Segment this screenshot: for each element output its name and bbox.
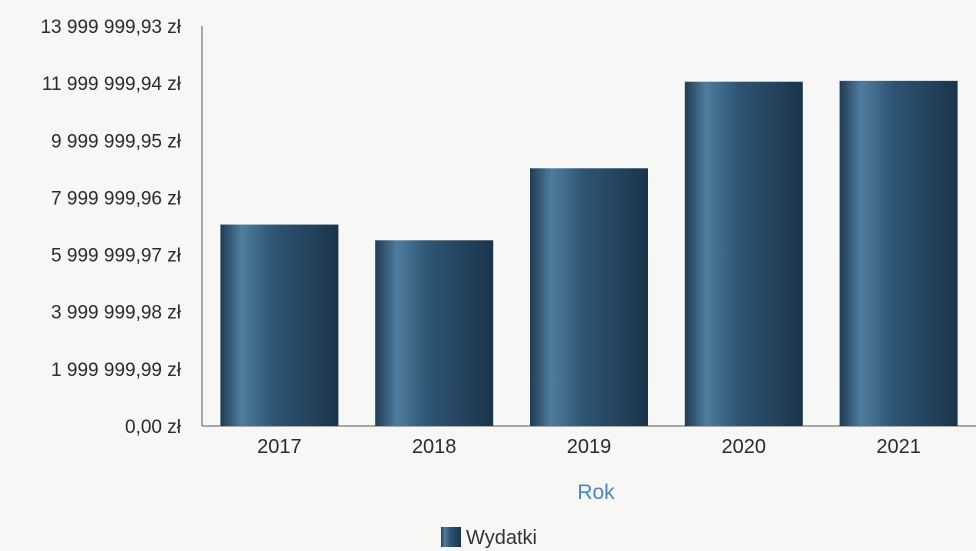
y-axis: 0,00 zł 1 999 999,99 zł 3 999 999,98 zł 5 9… [40,17,203,438]
x-tick-label: 2018 [412,436,457,458]
x-tick-label: 2017 [257,436,302,458]
y-tick-label: 1 999 999,99 zł [51,360,182,381]
x-tick-label: 2021 [876,436,921,458]
y-tick-label: 0,00 zł [125,417,182,438]
legend: Wydatki [441,527,537,549]
bar-2019 [530,168,648,426]
x-tick-label: 2019 [567,436,612,458]
y-tick-label: 9 999 999,95 zł [51,131,182,152]
bar-2020 [684,81,803,426]
x-axis: 2017 2018 2019 2020 2021 [202,425,976,458]
legend-swatch [441,527,461,547]
bar-2021 [839,80,958,426]
bar-2018 [375,240,494,426]
x-axis-title: Rok [577,481,615,504]
y-tick-label: 5 999 999,97 zł [51,246,182,267]
y-tick-label: 3 999 999,98 zł [51,303,182,324]
bar-2017 [220,224,339,426]
y-tick-label: 7 999 999,96 zł [51,188,182,209]
x-tick-label: 2020 [722,436,767,458]
y-tick-label: 11 999 999,94 zł [42,74,182,95]
y-tick-label: 13 999 999,93 zł [40,17,181,38]
bars [220,80,958,426]
legend-label: Wydatki [466,527,537,549]
